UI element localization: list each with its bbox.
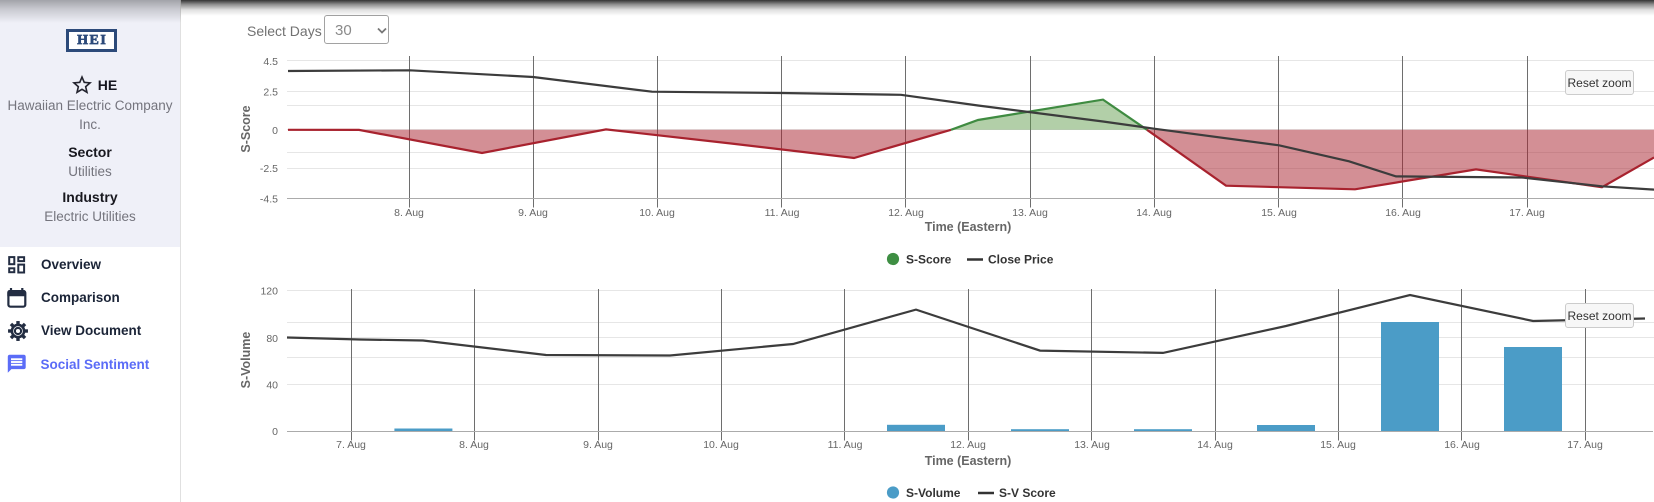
svg-text:40: 40 <box>266 379 278 391</box>
svg-text:10. Aug: 10. Aug <box>639 207 675 219</box>
svg-text:11. Aug: 11. Aug <box>828 439 863 451</box>
svg-text:S-Score: S-Score <box>906 253 952 267</box>
svg-text:17. Aug: 17. Aug <box>1509 207 1545 219</box>
svg-text:12. Aug: 12. Aug <box>950 439 986 451</box>
svg-text:7. Aug: 7. Aug <box>336 439 366 451</box>
svg-text:4.5: 4.5 <box>263 56 278 68</box>
svg-text:13. Aug: 13. Aug <box>1012 207 1048 219</box>
svg-text:9. Aug: 9. Aug <box>583 439 613 451</box>
svg-text:S-Volume: S-Volume <box>906 486 961 500</box>
svg-text:16. Aug: 16. Aug <box>1385 207 1421 219</box>
svg-text:8. Aug: 8. Aug <box>394 207 424 219</box>
svg-text:Time (Eastern): Time (Eastern) <box>925 220 1012 234</box>
svg-text:14. Aug: 14. Aug <box>1136 207 1172 219</box>
svg-text:16. Aug: 16. Aug <box>1444 439 1480 451</box>
svg-text:-2.5: -2.5 <box>260 163 278 175</box>
svg-text:8. Aug: 8. Aug <box>459 439 489 451</box>
svg-text:S-V Score: S-V Score <box>999 486 1056 500</box>
svg-text:15. Aug: 15. Aug <box>1261 207 1297 219</box>
svg-text:13. Aug: 13. Aug <box>1074 439 1110 451</box>
svg-text:2.5: 2.5 <box>263 86 278 98</box>
svg-text:80: 80 <box>266 333 278 345</box>
svg-text:-4.5: -4.5 <box>260 194 278 206</box>
svg-text:10. Aug: 10. Aug <box>703 439 739 451</box>
svg-text:S-Score: S-Score <box>239 105 253 152</box>
svg-text:14. Aug: 14. Aug <box>1197 439 1233 451</box>
svg-text:S-Volume: S-Volume <box>239 332 253 389</box>
svg-text:12. Aug: 12. Aug <box>888 207 924 219</box>
svg-text:17. Aug: 17. Aug <box>1567 439 1603 451</box>
svg-text:0: 0 <box>272 125 278 137</box>
svg-text:15. Aug: 15. Aug <box>1320 439 1356 451</box>
svg-text:9. Aug: 9. Aug <box>518 207 548 219</box>
svg-text:Time (Eastern): Time (Eastern) <box>925 454 1012 468</box>
svg-text:11. Aug: 11. Aug <box>765 207 800 219</box>
svg-text:120: 120 <box>260 286 278 298</box>
svg-text:Close Price: Close Price <box>988 253 1054 267</box>
svg-text:0: 0 <box>272 426 278 438</box>
